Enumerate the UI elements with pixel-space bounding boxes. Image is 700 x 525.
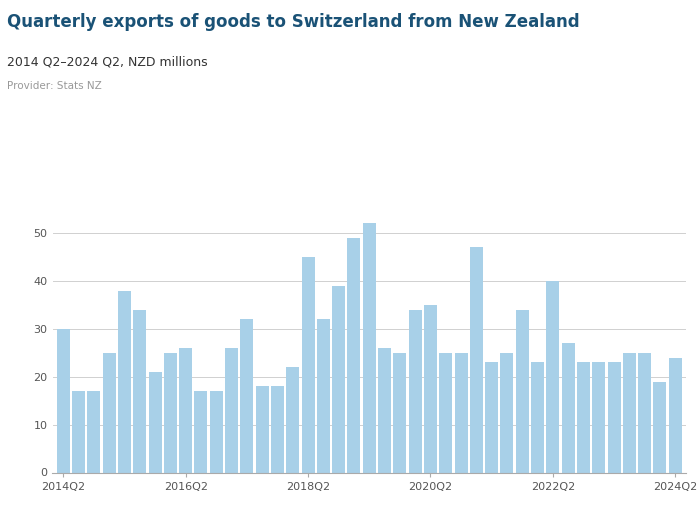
Bar xyxy=(654,382,666,472)
Bar xyxy=(118,290,131,472)
Bar xyxy=(271,386,284,472)
Bar xyxy=(409,310,421,472)
Bar xyxy=(378,348,391,473)
Bar xyxy=(547,281,559,472)
Bar xyxy=(256,386,269,472)
Text: figure.nz: figure.nz xyxy=(587,15,657,28)
Bar xyxy=(623,353,636,472)
Bar xyxy=(225,348,238,473)
Text: Quarterly exports of goods to Switzerland from New Zealand: Quarterly exports of goods to Switzerlan… xyxy=(7,13,580,31)
Bar xyxy=(332,286,345,472)
Bar xyxy=(195,391,207,472)
Text: 2014 Q2–2024 Q2, NZD millions: 2014 Q2–2024 Q2, NZD millions xyxy=(7,55,208,68)
Bar xyxy=(592,362,606,473)
Bar xyxy=(577,362,590,473)
Bar xyxy=(500,353,514,472)
Text: Provider: Stats NZ: Provider: Stats NZ xyxy=(7,81,101,91)
Bar xyxy=(88,391,100,472)
Bar xyxy=(516,310,528,472)
Bar xyxy=(103,353,116,472)
Bar xyxy=(133,310,146,472)
Bar xyxy=(363,224,376,472)
Bar xyxy=(286,367,299,472)
Bar xyxy=(148,372,162,472)
Bar xyxy=(302,257,314,472)
Bar xyxy=(347,238,360,472)
Bar xyxy=(424,305,437,472)
Bar xyxy=(164,353,177,472)
Bar xyxy=(485,362,498,473)
Bar xyxy=(317,319,330,472)
Bar xyxy=(454,353,468,472)
Bar xyxy=(179,348,192,473)
Bar xyxy=(440,353,452,472)
Bar xyxy=(210,391,223,472)
Bar xyxy=(470,247,483,472)
Bar xyxy=(608,362,621,473)
Bar xyxy=(393,353,407,472)
Bar xyxy=(57,329,70,472)
Bar xyxy=(531,362,544,473)
Bar xyxy=(638,353,651,472)
Bar xyxy=(561,343,575,472)
Bar xyxy=(72,391,85,472)
Bar xyxy=(668,358,682,472)
Bar xyxy=(240,319,253,472)
